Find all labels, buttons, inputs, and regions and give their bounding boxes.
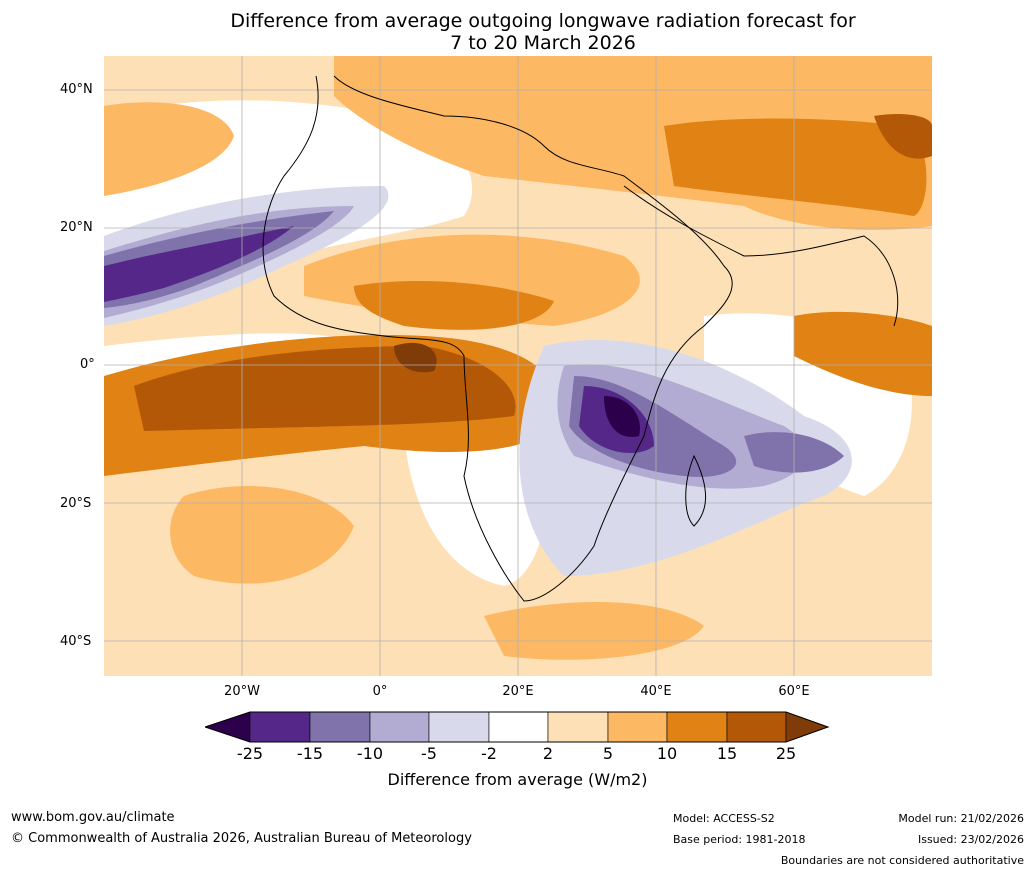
colorbar-segment-10 xyxy=(785,711,829,743)
colorbar-segment-9 xyxy=(726,711,787,743)
colorbar-tick-8: 15 xyxy=(716,744,738,763)
lon-label-0: 0° xyxy=(372,684,388,699)
anomaly-orange-southern-ocean xyxy=(484,602,704,660)
footer-disclaimer: Boundaries are not considered authoritat… xyxy=(780,854,1024,867)
anomaly-dark-purple-atlantic xyxy=(104,226,294,302)
colorbar-tick-9: 25 xyxy=(775,744,797,763)
footer-base-period: Base period: 1981-2018 xyxy=(673,833,806,846)
anomaly-orange-atlantic-north xyxy=(104,102,234,196)
colorbar-segment-6 xyxy=(547,711,609,743)
lon-label-20w: 20°W xyxy=(224,684,260,699)
madagascar-coastline xyxy=(685,454,707,527)
anomaly-white-south-atlantic xyxy=(404,422,548,586)
chart-title: Difference from average outgoing longwav… xyxy=(0,10,1035,54)
colorbar xyxy=(205,711,830,743)
colorbar-tick-0: -25 xyxy=(236,744,264,763)
anomaly-dark-orange-west-africa xyxy=(354,281,554,330)
colorbar-tick-1: -15 xyxy=(296,744,324,763)
colorbar-segment-5 xyxy=(488,711,549,743)
footer-model-run: Model run: 21/02/2026 xyxy=(898,812,1024,825)
lat-label-40s: 40°S xyxy=(60,634,92,649)
anomaly-orange-south-atlantic xyxy=(170,486,354,584)
footer-copyright: © Commonwealth of Australia 2026, Austra… xyxy=(11,831,472,846)
colorbar-segment-8 xyxy=(666,711,728,743)
colorbar-outline xyxy=(205,711,830,743)
lon-label-40e: 40°E xyxy=(640,684,672,699)
colorbar-segment-3 xyxy=(369,711,430,743)
colorbar-tick-2: -10 xyxy=(356,744,384,763)
anomaly-dark-orange-indian-ocean xyxy=(794,311,932,396)
colorbar-tick-4: -2 xyxy=(481,744,497,763)
colorbar-segment-1 xyxy=(249,711,311,743)
title-line-2: 7 to 20 March 2026 xyxy=(450,32,636,54)
footer-model: Model: ACCESS-S2 xyxy=(673,812,775,825)
lat-label-40n: 40°N xyxy=(60,82,93,97)
colorbar-tick-3: -5 xyxy=(421,744,437,763)
colorbar-segment-0 xyxy=(205,711,251,743)
anomaly-dark-orange-arabia xyxy=(664,118,927,216)
colorbar-tick-6: 5 xyxy=(602,744,614,763)
colorbar-segment-4 xyxy=(428,711,490,743)
footer-website: www.bom.gov.au/climate xyxy=(11,810,175,825)
colorbar-segment-7 xyxy=(607,711,668,743)
footer-issued: Issued: 23/02/2026 xyxy=(917,833,1024,846)
lat-label-20n: 20°N xyxy=(60,220,93,235)
colorbar-segment-2 xyxy=(309,711,371,743)
lon-label-60e: 60°E xyxy=(778,684,810,699)
colorbar-label: Difference from average (W/m2) xyxy=(387,770,648,789)
lat-label-20s: 20°S xyxy=(60,496,92,511)
anomaly-brown-iran xyxy=(874,114,932,159)
arabia-coastline xyxy=(623,185,899,327)
map-canvas xyxy=(104,56,932,676)
coastlines xyxy=(262,75,899,602)
lon-label-20e: 20°E xyxy=(502,684,534,699)
title-line-1: Difference from average outgoing longwav… xyxy=(230,10,856,32)
anomaly-map xyxy=(104,56,932,676)
africa-coastline xyxy=(262,75,733,602)
colorbar-tick-5: 2 xyxy=(542,744,554,763)
colorbar-tick-7: 10 xyxy=(656,744,678,763)
lat-label-0: 0° xyxy=(80,357,95,372)
anomaly-darkest-purple-core xyxy=(604,396,640,437)
gridlines xyxy=(104,56,932,676)
